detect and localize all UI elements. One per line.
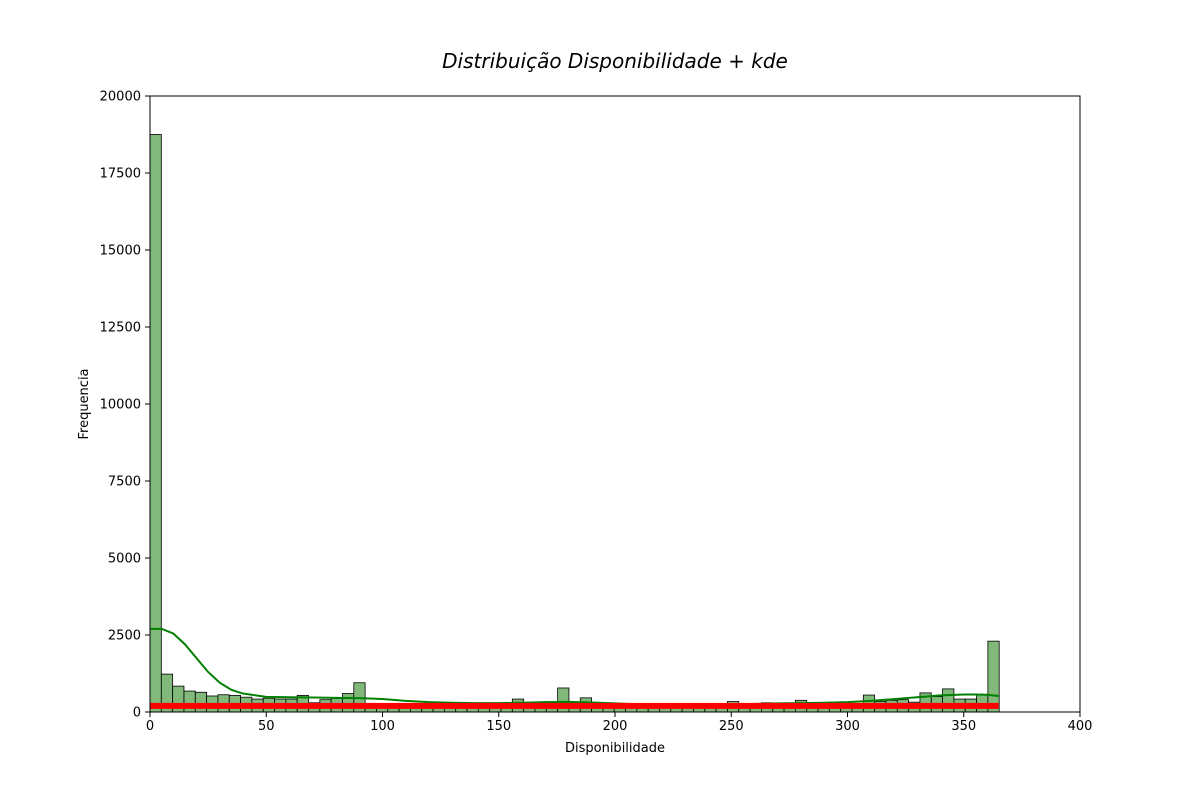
x-axis-label: Disponibilidade bbox=[565, 741, 665, 756]
y-tick-label: 0 bbox=[133, 706, 141, 721]
x-tick-label: 50 bbox=[258, 719, 275, 734]
x-tick-label: 300 bbox=[835, 719, 860, 734]
y-tick-label: 10000 bbox=[100, 398, 141, 413]
histogram-bar bbox=[149, 134, 162, 713]
histogram-bar bbox=[987, 640, 1000, 713]
y-tick-label: 2500 bbox=[108, 629, 141, 644]
kde-curve bbox=[150, 627, 999, 707]
y-tick-label: 20000 bbox=[100, 90, 141, 105]
y-axis-label: Frequencia bbox=[77, 368, 92, 439]
y-tick-label: 7500 bbox=[108, 475, 141, 490]
bars-group bbox=[149, 134, 1000, 713]
kde-group bbox=[150, 627, 999, 707]
plot-area-frame bbox=[149, 95, 1081, 713]
y-tick-label: 17500 bbox=[100, 167, 141, 182]
x-tick-label: 150 bbox=[486, 719, 511, 734]
y-tick-label: 12500 bbox=[100, 321, 141, 336]
rug-marks bbox=[150, 702, 999, 709]
y-tick-label: 15000 bbox=[100, 244, 141, 259]
x-tick-label: 250 bbox=[719, 719, 744, 734]
x-tick-label: 350 bbox=[951, 719, 976, 734]
histogram-bar bbox=[342, 693, 355, 713]
y-axis-ticks: 0 2500 5000 7500 10000 12500 15000 17500 20000 bbox=[100, 90, 150, 721]
x-tick-label: 200 bbox=[603, 719, 628, 734]
y-tick-label: 5000 bbox=[108, 552, 141, 567]
x-tick-label: 400 bbox=[1068, 719, 1093, 734]
x-tick-label: 0 bbox=[146, 719, 154, 734]
histogram-bar bbox=[194, 691, 208, 713]
x-axis-ticks: 0 50 100 150 200 250 300 350 400 bbox=[146, 712, 1093, 734]
x-tick-label: 100 bbox=[370, 719, 395, 734]
chart-title: Distribuição Disponibilidade + kde bbox=[442, 49, 788, 73]
rug-group bbox=[150, 702, 999, 709]
